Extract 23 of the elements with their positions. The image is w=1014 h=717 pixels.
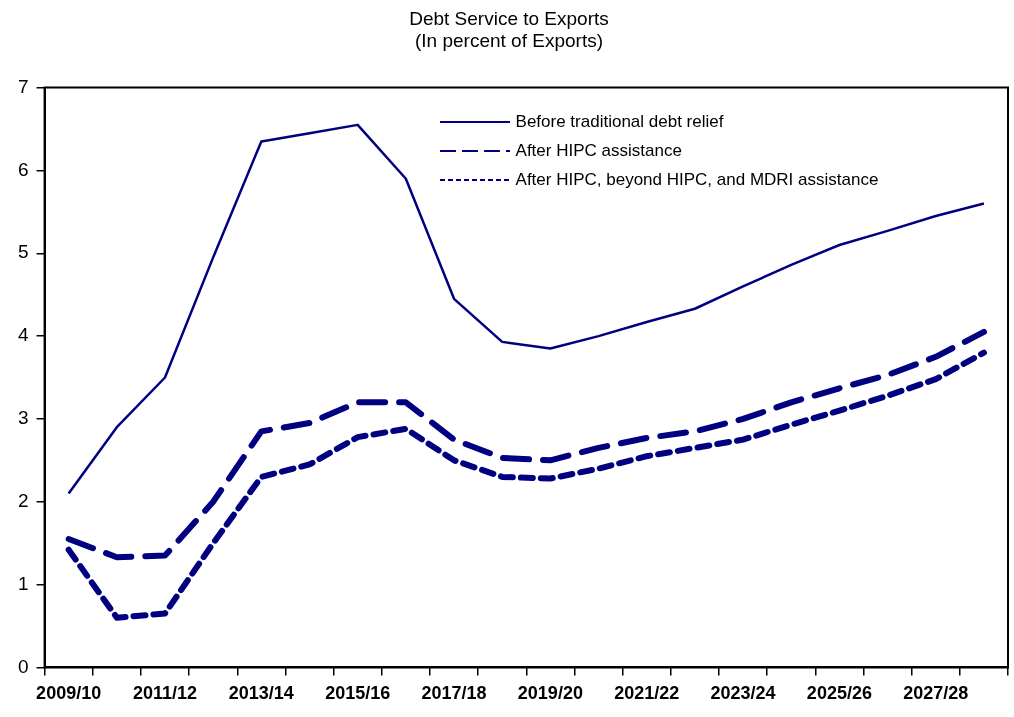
x-tick-label: 2023/24 <box>710 683 776 704</box>
y-tick-label: 0 <box>17 655 29 677</box>
x-tick-label: 2025/26 <box>806 683 872 704</box>
y-tick-label: 3 <box>17 407 29 429</box>
legend-label: Before traditional debt relief <box>515 112 724 133</box>
legend-label: After HIPC assistance <box>515 141 682 162</box>
y-tick-label: 7 <box>17 75 29 97</box>
x-tick-label: 2021/22 <box>614 683 680 704</box>
y-tick-label: 5 <box>17 241 29 263</box>
y-tick-label: 4 <box>17 324 29 346</box>
x-tick-label: 2009/10 <box>36 683 102 704</box>
y-tick-label: 6 <box>17 158 29 180</box>
x-tick-label: 2015/16 <box>325 683 391 704</box>
y-tick-label: 1 <box>17 572 29 594</box>
x-tick-label: 2019/20 <box>517 683 583 704</box>
x-tick-label: 2013/14 <box>228 683 294 704</box>
legend-label: After HIPC, beyond HIPC, and MDRI assistance <box>515 170 879 191</box>
x-tick-label: 2017/18 <box>421 683 487 704</box>
chart-title: Debt Service to Exports <box>409 7 609 29</box>
x-tick-label: 2027/28 <box>903 683 969 704</box>
y-tick-label: 2 <box>17 489 29 511</box>
chart-subtitle: (In percent of Exports) <box>415 30 603 52</box>
x-tick-label: 2011/12 <box>132 683 198 704</box>
